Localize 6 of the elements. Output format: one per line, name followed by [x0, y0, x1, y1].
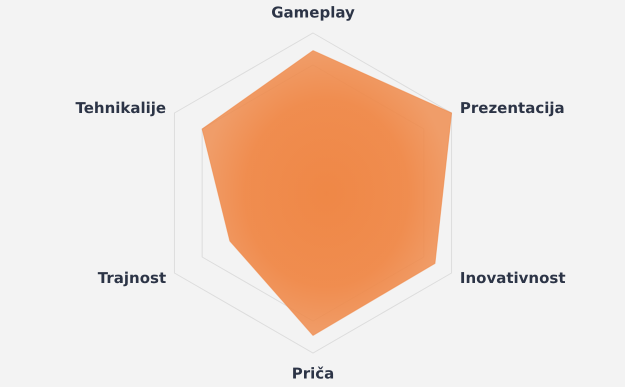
- spoke-label: Trajnost: [98, 268, 166, 287]
- spoke-label: Gameplay: [271, 3, 355, 22]
- spoke-label: Inovativnost: [460, 268, 566, 287]
- spoke-label: Prezentacija: [460, 99, 565, 118]
- spoke-label: Tehnikalije: [76, 99, 166, 118]
- spoke-label: Priča: [292, 364, 334, 383]
